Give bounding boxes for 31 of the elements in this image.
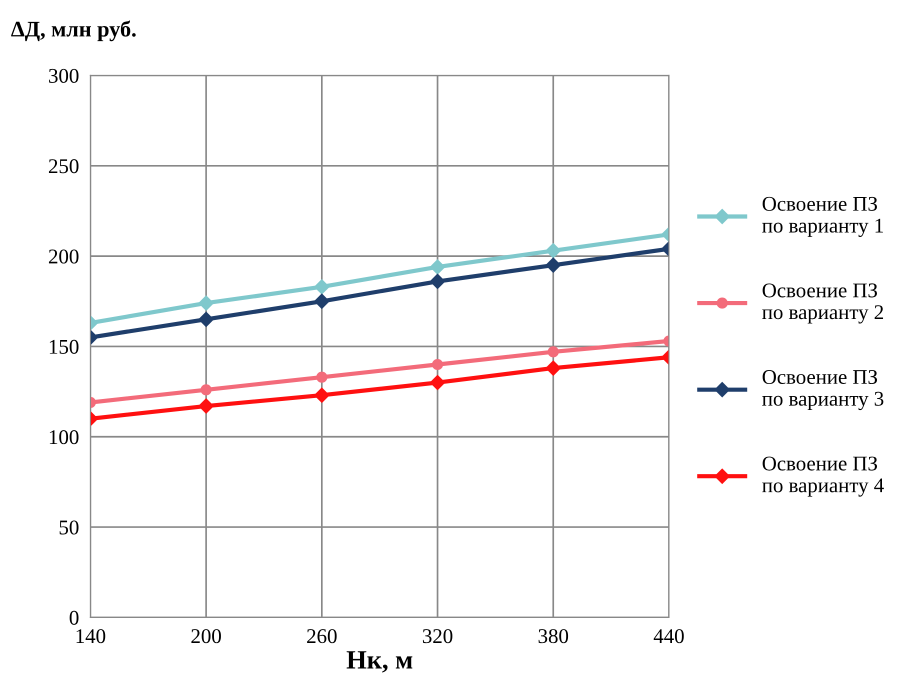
x-tick-label: 380 <box>538 629 568 644</box>
y-tick-label: 50 <box>60 520 78 535</box>
y-tick-label: 250 <box>48 159 78 174</box>
point <box>314 388 330 403</box>
legend-label: Освоение ПЗ по варианту 2 <box>762 283 884 324</box>
x-tick-label: 320 <box>422 629 452 644</box>
x-tick-label: 260 <box>307 629 337 644</box>
point <box>314 294 330 309</box>
point <box>432 358 444 370</box>
y-tick-label: 300 <box>49 68 78 83</box>
point <box>430 259 446 275</box>
point <box>198 312 214 327</box>
y-tick-label: 200 <box>48 249 78 264</box>
point <box>198 398 214 414</box>
point <box>314 279 330 294</box>
y-axis-title: ΔД, млн руб. <box>11 20 136 42</box>
y-tick-label: 150 <box>50 340 78 354</box>
point <box>430 374 446 390</box>
x-tick-label: 140 <box>76 629 106 644</box>
point <box>316 372 328 383</box>
point <box>200 384 212 396</box>
legend-label: Освоение ПЗ по варианту 1 <box>762 196 883 237</box>
y-tick-label: 100 <box>50 430 78 444</box>
point <box>198 296 214 311</box>
legend-label: Освоение ПЗ по варианту 4 <box>762 456 884 497</box>
x-tick-label: 440 <box>654 629 684 644</box>
x-tick-label: 200 <box>191 629 221 644</box>
point <box>430 274 446 289</box>
x-axis-title: Нк, м <box>346 651 412 673</box>
y-tick-label: 0 <box>70 610 78 625</box>
legend-label: Освоение ПЗ по варианту 3 <box>762 370 884 410</box>
